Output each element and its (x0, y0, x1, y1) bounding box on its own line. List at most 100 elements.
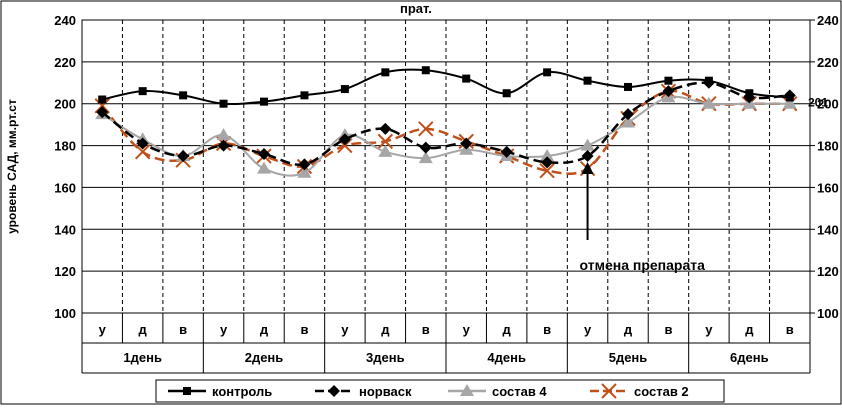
series-3-point-1 (134, 144, 151, 160)
series-1-point-1 (136, 137, 149, 150)
group-label-0: 1день (123, 350, 162, 365)
series-1-point-2 (177, 150, 190, 163)
x-tick-label-11: в (543, 322, 551, 337)
y-axis-label: уровень САД, мм.рт.ст (5, 99, 19, 234)
series-0-point-11 (543, 68, 552, 77)
y-tick-left-180: 180 (54, 139, 76, 154)
x-tick-label-13: д (624, 322, 633, 337)
x-tick-label-3: у (220, 322, 228, 337)
x-tick-label-4: д (260, 322, 269, 337)
series-2-point-7 (378, 144, 393, 157)
series-1-point-12 (581, 150, 594, 163)
x-tick-label-10: д (503, 322, 512, 337)
series-0-point-15 (704, 76, 713, 85)
x-tick-label-15: у (705, 322, 713, 337)
series-0-point-5 (300, 91, 309, 100)
series-2-point-12 (580, 138, 595, 151)
y-tick-left-100: 100 (54, 306, 76, 321)
series-2-point-17 (782, 96, 797, 109)
y-tick-left-240: 240 (54, 13, 76, 28)
y-tick-left-120: 120 (54, 264, 76, 279)
series-0-point-7 (381, 68, 390, 77)
series-0-point-9 (462, 74, 471, 83)
group-label-2: 3день (366, 350, 405, 365)
x-tick-label-1: д (139, 322, 148, 337)
y-tick-right-100: 100 (817, 306, 839, 321)
legend-marker-3 (601, 383, 617, 399)
y-tick-left-220: 220 (54, 55, 76, 70)
value-label-201: 201 (808, 96, 828, 110)
series-3-point-11 (539, 162, 555, 179)
series-0-point-8 (421, 66, 430, 75)
y-tick-right-120: 120 (817, 264, 839, 279)
series-1-point-7 (379, 122, 392, 135)
series-1-point-6 (338, 133, 351, 146)
legend-label-1: норваск (359, 384, 412, 399)
y-tick-right-200: 200 (817, 97, 839, 112)
series-3-point-8 (418, 121, 434, 137)
x-tick-label-14: в (664, 322, 672, 337)
x-tick-label-17: в (786, 322, 794, 337)
series-1-point-4 (258, 147, 270, 160)
series-2-point-15 (701, 96, 716, 109)
legend-box (155, 379, 725, 403)
x-tick-label-0: у (99, 322, 107, 337)
series-1-point-13 (622, 108, 634, 121)
x-tick-label-12: у (584, 322, 592, 337)
x-tick-label-16: д (745, 322, 754, 337)
chart-title-fragment: прат. (400, 1, 432, 16)
series-0-point-0 (98, 95, 107, 104)
x-tick-label-6: у (341, 322, 349, 337)
series-0-point-4 (260, 97, 268, 106)
legend-label-2: состав 4 (492, 384, 547, 399)
series-1-point-3 (217, 139, 230, 152)
series-1-point-8 (419, 141, 432, 154)
x-tick-label-9: у (463, 322, 471, 337)
series-2-point-11 (540, 149, 555, 162)
series-0-point-2 (179, 91, 188, 100)
series-1-point-9 (460, 137, 473, 150)
group-label-3: 4день (487, 350, 526, 365)
series-1-point-10 (500, 145, 513, 158)
y-tick-right-140: 140 (817, 222, 839, 237)
series-0-point-12 (583, 76, 592, 85)
legend-marker-1 (328, 385, 340, 397)
x-tick-label-5: в (300, 322, 308, 337)
series-1-point-5 (298, 158, 311, 171)
y-tick-left-160: 160 (54, 180, 76, 195)
series-0-point-16 (745, 89, 754, 98)
annotation-text: отмена препарата (580, 257, 706, 273)
series-0-point-10 (502, 89, 511, 98)
series-0-point-14 (664, 76, 673, 85)
series-0-point-6 (340, 85, 349, 94)
y-tick-right-240: 240 (817, 13, 839, 28)
y-tick-right-220: 220 (817, 55, 839, 70)
x-tick-label-7: д (381, 322, 390, 337)
annotation-arrow-head (581, 162, 594, 174)
series-1-point-0 (96, 106, 109, 119)
y-tick-right-180: 180 (817, 139, 839, 154)
legend-label-0: контроль (212, 384, 272, 399)
y-tick-left-140: 140 (54, 222, 76, 237)
series-1-point-14 (662, 85, 675, 98)
series-0-point-17 (785, 93, 794, 102)
y-tick-left-200: 200 (54, 97, 76, 112)
series-2-point-8 (418, 151, 433, 164)
legend-marker-2 (460, 384, 474, 396)
series-2-point-4 (257, 161, 271, 174)
group-label-5: 6день (730, 350, 769, 365)
x-tick-label-8: в (422, 322, 430, 337)
series-2-point-13 (621, 115, 635, 128)
series-0-point-3 (219, 99, 228, 108)
series-3-point-0 (94, 98, 110, 114)
series-1-point-11 (541, 156, 554, 169)
y-tick-right-160: 160 (817, 180, 839, 195)
x-tick-label-2: в (179, 322, 187, 337)
series-0-point-13 (624, 82, 632, 91)
series-2-point-5 (297, 165, 312, 178)
series-3-point-7 (377, 133, 394, 150)
series-1-line (101, 81, 790, 167)
